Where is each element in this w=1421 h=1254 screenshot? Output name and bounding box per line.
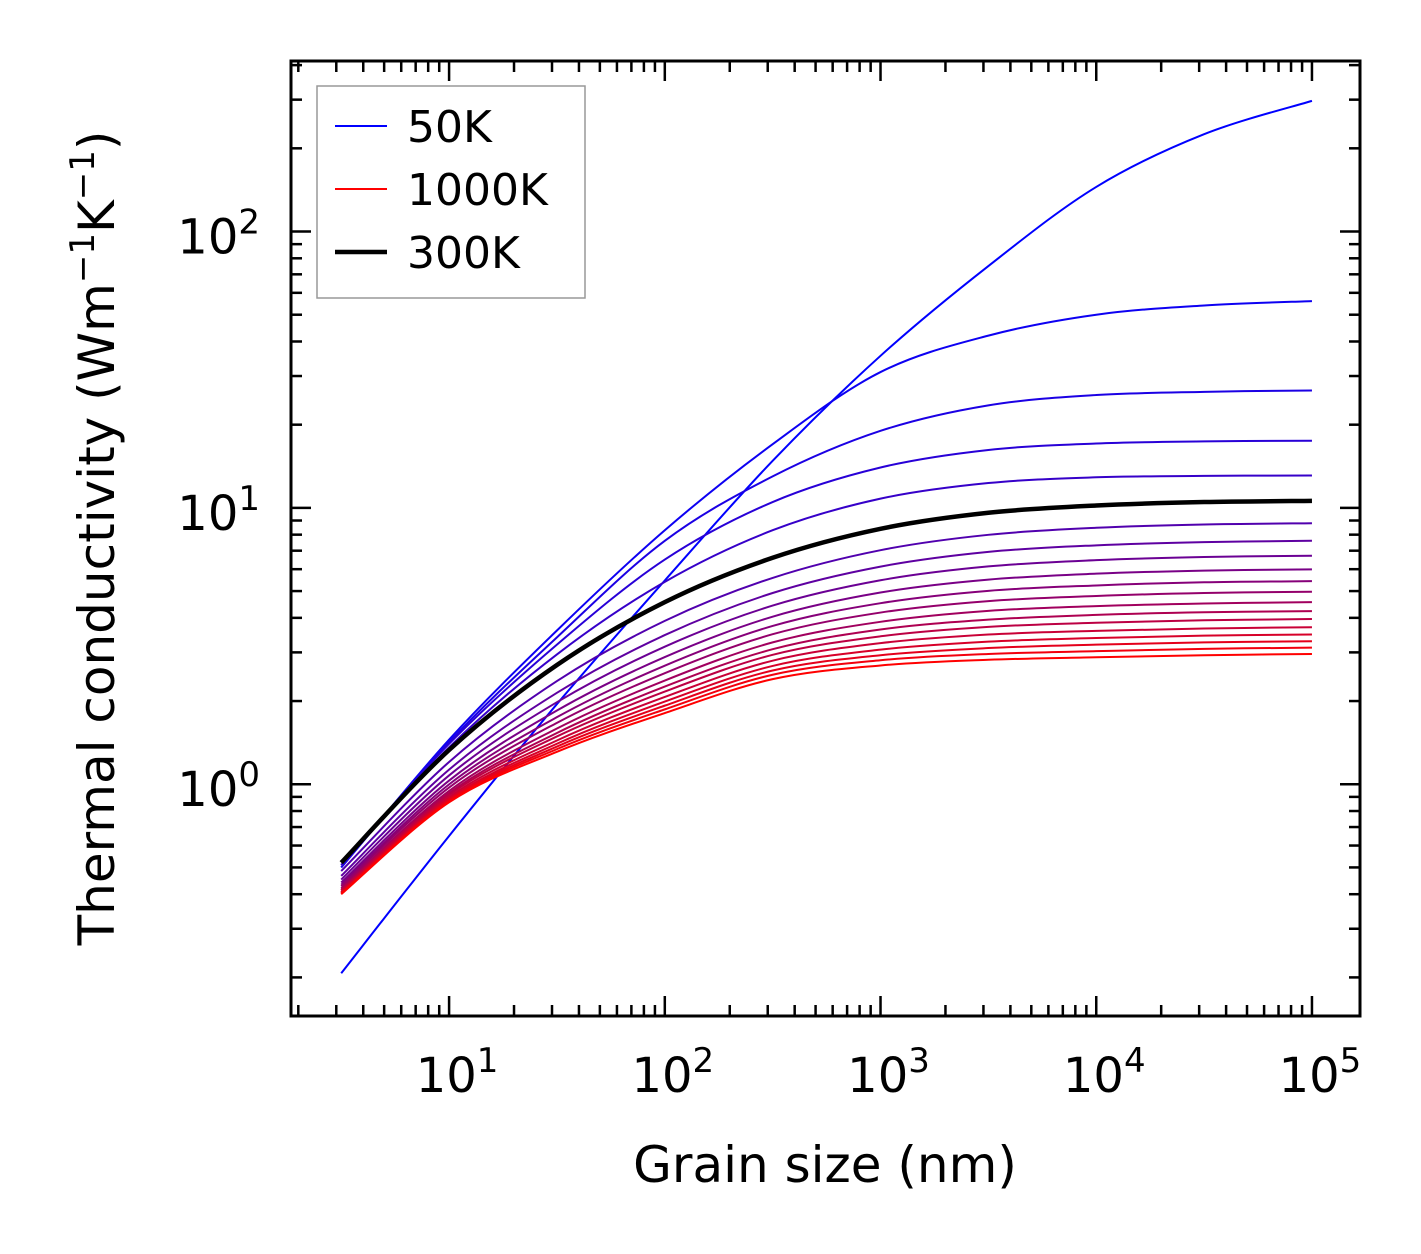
series-line-700K	[340, 610, 1312, 891]
legend: 50K 1000K 300K	[316, 85, 586, 299]
legend-label-300K: 300K	[407, 228, 521, 279]
legend-label-1000K: 1000K	[407, 165, 549, 216]
x-tick-label: 101	[416, 1041, 499, 1104]
series-line-550K	[340, 580, 1312, 886]
y-axis-label: Thermal conductivity (Wm−1K−1)	[63, 131, 126, 947]
series-line-100K	[340, 300, 1312, 869]
y-tick-label: 101	[177, 479, 260, 542]
plot-frame	[289, 59, 1362, 1018]
x-tick-label: 104	[1063, 1041, 1146, 1104]
series-line-850K	[340, 633, 1312, 894]
curves-layer	[339, 99, 1313, 974]
x-tick-label: 105	[1279, 1041, 1362, 1104]
legend-frame	[316, 85, 586, 299]
series-line-750K	[340, 618, 1312, 892]
series-line-50K	[340, 99, 1313, 974]
y-tick-labels: 100 101 102	[177, 203, 260, 819]
series-line-900K	[340, 640, 1312, 894]
series-line-500K	[340, 568, 1312, 884]
x-tick-label: 103	[847, 1041, 930, 1104]
series-line-650K	[340, 601, 1312, 890]
x-tick-label: 102	[631, 1041, 714, 1104]
series-line-450K	[340, 554, 1312, 881]
series-line-400K	[340, 539, 1312, 877]
series-line-350K	[340, 522, 1312, 872]
series-line-1000K	[340, 652, 1312, 895]
ticks-layer	[291, 61, 1360, 1016]
series-line-800K	[340, 626, 1312, 893]
series-line-250K	[340, 474, 1312, 866]
x-tick-labels: 101 102 103 104 105	[416, 1041, 1362, 1104]
legend-label-50K: 50K	[407, 102, 493, 153]
y-tick-label: 100	[177, 755, 260, 818]
series-line-300K	[339, 498, 1312, 865]
series-line-150K	[340, 389, 1312, 869]
x-axis-label: Grain size (nm)	[633, 1136, 1017, 1194]
series-line-200K	[340, 439, 1312, 866]
y-tick-label: 102	[177, 203, 260, 266]
series-line-600K	[340, 590, 1312, 888]
series-line-950K	[340, 646, 1312, 895]
